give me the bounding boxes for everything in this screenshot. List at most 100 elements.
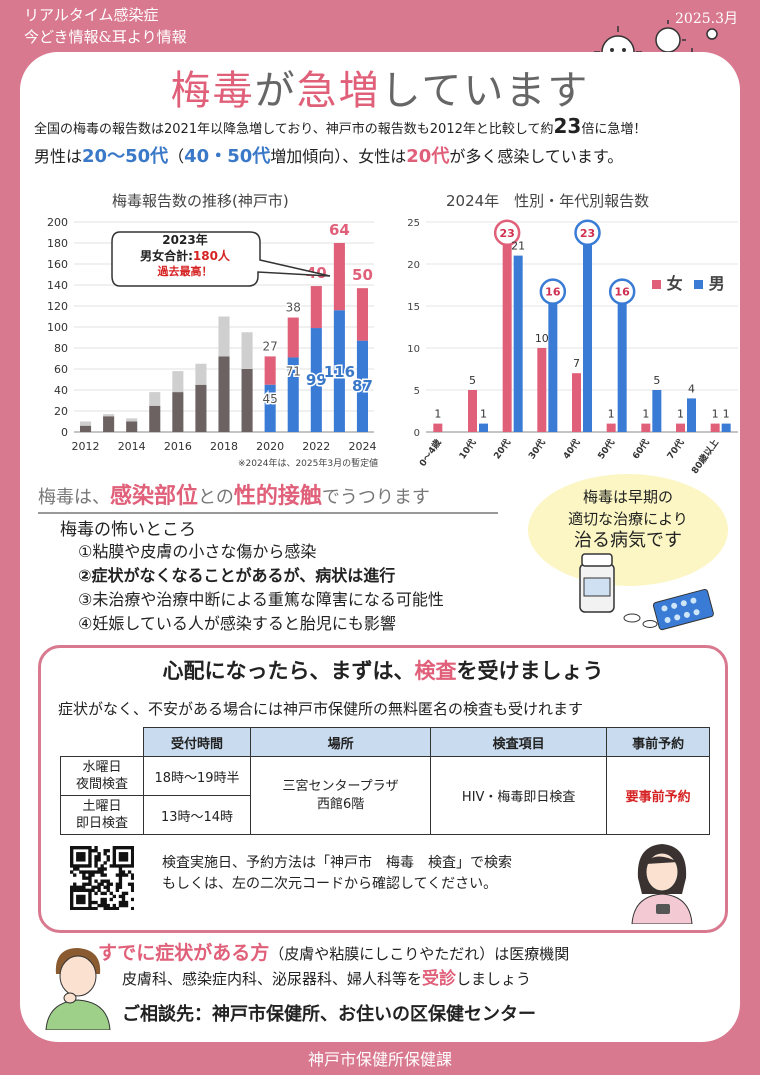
qr-module <box>124 852 129 856</box>
qr-module <box>124 891 129 896</box>
treatment-bubble: 梅毒は早期の 適切な治療により 治る病気です <box>528 474 728 586</box>
qr-module <box>112 906 117 910</box>
qr-module <box>82 864 86 868</box>
qr-module <box>88 906 92 910</box>
qr-module <box>94 858 98 862</box>
bar-female <box>126 418 138 422</box>
bar-female <box>218 316 230 357</box>
qr-module <box>88 882 92 886</box>
qr-module <box>121 852 126 856</box>
qr-module <box>118 873 123 877</box>
qr-module <box>121 900 126 905</box>
risk-item: ②症状がなくなることがあるが、病状は進行 <box>78 566 396 585</box>
qr-module <box>100 879 104 883</box>
table-header: 事前予約 <box>606 727 710 757</box>
bar-male <box>721 423 731 432</box>
qr-module <box>70 855 74 859</box>
data-label-male: 1 <box>723 408 730 421</box>
qr-module <box>130 876 134 880</box>
qr-module <box>82 870 86 874</box>
risk-item: ③未治療や治療中断による重篤な障害になる可能性 <box>78 590 444 609</box>
y-tick-label: 100 <box>47 321 68 334</box>
bar-male <box>287 357 299 432</box>
qr-module <box>112 858 117 862</box>
qr-code[interactable] <box>70 846 134 910</box>
x-tick-label: 40代 <box>560 437 582 462</box>
qr-module <box>106 879 110 883</box>
qr-module <box>88 846 92 850</box>
qr-module <box>91 885 95 889</box>
qr-module <box>121 870 126 874</box>
y-tick-label: 5 <box>414 386 420 397</box>
x-tick-label: 30代 <box>526 437 548 462</box>
bar-male <box>687 398 697 432</box>
qr-module <box>124 873 129 877</box>
bar-female <box>537 348 547 432</box>
qr-module <box>94 906 98 910</box>
qr-module <box>118 870 123 874</box>
legend-male-swatch <box>694 280 704 289</box>
qr-module <box>100 903 104 908</box>
qr-module <box>70 864 74 868</box>
data-label-male: 16 <box>615 286 631 299</box>
qr-module <box>130 858 134 862</box>
qr-module <box>94 885 98 889</box>
x-tick-label: 50代 <box>595 437 617 462</box>
data-label-male: 1 <box>480 408 487 421</box>
data-label-female: 7 <box>573 357 580 370</box>
qr-module <box>103 873 107 877</box>
qr-module <box>109 864 113 868</box>
qr-module <box>124 855 129 859</box>
qr-module <box>118 867 123 871</box>
qr-module <box>112 846 117 850</box>
y-tick-label: 120 <box>47 300 68 313</box>
qr-module <box>112 894 117 899</box>
qr-module <box>79 864 83 868</box>
qr-module <box>79 900 83 905</box>
x-tick-label: 2020 <box>256 440 284 453</box>
qr-module <box>79 885 83 889</box>
x-tick-label: 2022 <box>302 440 330 453</box>
x-tick-label: 0～4歳 <box>416 437 443 469</box>
data-label-male: 71 <box>286 364 301 378</box>
bar-female <box>571 373 581 432</box>
footer-department: 神戸市保健所保健課 <box>307 1050 452 1069</box>
y-tick-label: 140 <box>47 279 68 292</box>
qr-module <box>109 906 113 910</box>
qr-module <box>82 852 86 856</box>
bar-female <box>241 332 253 369</box>
qr-module <box>70 849 74 853</box>
qr-module <box>85 906 89 910</box>
qr-module <box>109 882 113 886</box>
table-cell-time: 13時～14時 <box>143 795 251 835</box>
qr-module <box>100 870 104 874</box>
qr-module <box>121 903 126 908</box>
y-tick-label: 160 <box>47 258 68 271</box>
table-cell-reserve: 要事前予約 <box>606 756 710 835</box>
qr-module <box>121 897 126 902</box>
qr-module <box>91 849 95 853</box>
qr-module <box>121 858 126 862</box>
qr-module <box>91 888 95 893</box>
bar-male <box>310 328 322 432</box>
bar-male <box>195 384 207 432</box>
qr-module <box>88 849 92 853</box>
qr-module <box>103 906 107 910</box>
header-date: 2025.3月 <box>675 11 738 27</box>
qr-module <box>112 864 117 868</box>
data-label-male: 21 <box>511 240 525 253</box>
qr-module <box>88 879 92 883</box>
qr-module <box>85 882 89 886</box>
qr-module <box>130 855 134 859</box>
qr-module <box>97 903 101 908</box>
table-cell-day: 水曜日 夜間検査 <box>60 756 144 796</box>
data-label-male: 23 <box>580 227 595 240</box>
qr-module <box>106 849 110 853</box>
qr-module <box>76 858 80 862</box>
chart-left-note: ※2024年は、2025年3月の暫定値 <box>238 459 379 469</box>
qr-module <box>118 876 123 880</box>
qr-module <box>115 846 120 850</box>
legend-male-label: 男 <box>708 274 725 293</box>
y-tick-label: 20 <box>54 405 68 418</box>
x-tick-label: 80歳以上 <box>689 437 722 474</box>
